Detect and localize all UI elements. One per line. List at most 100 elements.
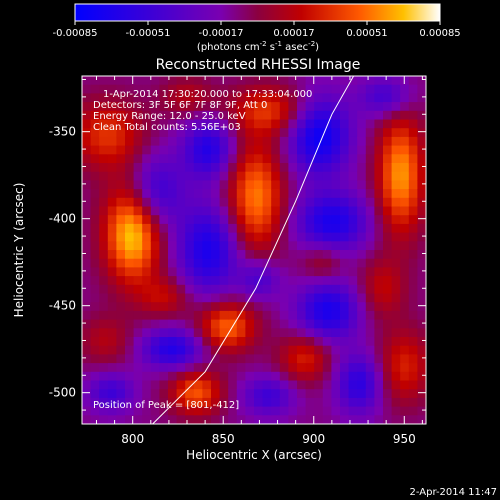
heatmap-cell bbox=[279, 93, 289, 103]
heatmap-cell bbox=[176, 206, 186, 216]
heatmap-cell bbox=[202, 397, 212, 408]
heatmap-cell bbox=[211, 232, 221, 242]
heatmap-cell bbox=[279, 128, 289, 138]
heatmap-cell bbox=[254, 389, 264, 399]
heatmap-cell bbox=[357, 119, 367, 129]
heatmap-cell bbox=[82, 337, 92, 347]
heatmap-cell bbox=[348, 206, 358, 216]
heatmap-cell bbox=[322, 302, 332, 312]
heatmap-cell bbox=[365, 119, 375, 129]
heatmap-cell bbox=[228, 145, 238, 155]
heatmap-cell bbox=[107, 276, 117, 286]
heatmap-cell bbox=[107, 102, 117, 112]
heatmap-cell bbox=[297, 397, 307, 408]
heatmap-cell bbox=[271, 389, 281, 399]
heatmap-cell bbox=[400, 223, 410, 234]
heatmap-cell bbox=[82, 258, 92, 268]
heatmap-cell bbox=[99, 136, 109, 147]
heatmap-cell bbox=[254, 215, 264, 225]
heatmap-cell bbox=[245, 337, 255, 347]
heatmap-cell bbox=[82, 397, 92, 408]
heatmap-cell bbox=[357, 76, 367, 86]
heatmap-cell bbox=[193, 406, 203, 416]
heatmap-cell bbox=[305, 76, 315, 86]
heatmap-cell bbox=[168, 276, 178, 286]
heatmap-cell bbox=[340, 163, 350, 173]
heatmap-cell bbox=[254, 363, 264, 373]
heatmap-cell bbox=[322, 180, 332, 190]
heatmap-cell bbox=[297, 345, 307, 355]
heatmap-cell bbox=[331, 354, 341, 364]
heatmap-cell bbox=[150, 293, 160, 303]
heatmap-cell bbox=[211, 93, 221, 103]
heatmap-cell bbox=[133, 197, 143, 208]
heatmap-cell bbox=[219, 276, 229, 286]
heatmap-cell bbox=[99, 328, 109, 338]
heatmap-cell bbox=[125, 276, 135, 286]
heatmap-cell bbox=[168, 250, 178, 260]
heatmap-cell bbox=[279, 250, 289, 260]
heatmap-cell bbox=[331, 406, 341, 416]
heatmap-cell bbox=[391, 128, 401, 138]
heatmap-cell bbox=[297, 102, 307, 112]
heatmap-cell bbox=[271, 84, 281, 94]
heatmap-cell bbox=[288, 371, 298, 382]
heatmap-cell bbox=[82, 154, 92, 164]
heatmap-cell bbox=[340, 189, 350, 199]
heatmap-cell bbox=[116, 128, 126, 138]
heatmap-cell bbox=[408, 302, 418, 312]
heatmap-cell bbox=[365, 154, 375, 164]
heatmap-cell bbox=[185, 76, 195, 86]
heatmap-cell bbox=[314, 93, 324, 103]
heatmap-cell bbox=[305, 345, 315, 355]
heatmap-cell bbox=[236, 197, 246, 208]
heatmap-cell bbox=[271, 197, 281, 208]
heatmap-cell bbox=[391, 84, 401, 94]
heatmap-cell bbox=[202, 371, 212, 382]
heatmap-cell bbox=[90, 302, 100, 312]
heatmap-cell bbox=[168, 84, 178, 94]
heatmap-cell bbox=[176, 258, 186, 268]
heatmap-cell bbox=[262, 415, 272, 424]
heatmap-cell bbox=[288, 345, 298, 355]
heatmap-cell bbox=[262, 276, 272, 286]
heatmap-cell bbox=[245, 380, 255, 390]
heatmap-cell bbox=[365, 102, 375, 112]
heatmap-cell bbox=[305, 293, 315, 303]
heatmap-cell bbox=[254, 250, 264, 260]
heatmap-cell bbox=[262, 163, 272, 173]
heatmap-cell bbox=[374, 163, 384, 173]
heatmap-cell bbox=[254, 345, 264, 355]
heatmap-cell bbox=[271, 241, 281, 251]
heatmap-cell bbox=[159, 397, 169, 408]
heatmap-cell bbox=[262, 337, 272, 347]
heatmap-cell bbox=[236, 232, 246, 242]
heatmap-cell bbox=[271, 310, 281, 321]
heatmap-cell bbox=[279, 154, 289, 164]
heatmap-cell bbox=[159, 363, 169, 373]
heatmap-cell bbox=[202, 136, 212, 147]
heatmap-cell bbox=[262, 232, 272, 242]
heatmap-cell bbox=[279, 189, 289, 199]
heatmap-cell bbox=[297, 284, 307, 295]
heatmap-cell bbox=[176, 267, 186, 277]
heatmap-cell bbox=[82, 145, 92, 155]
heatmap-cell bbox=[417, 189, 426, 199]
heatmap-cell bbox=[193, 128, 203, 138]
heatmap-cell bbox=[374, 415, 384, 424]
heatmap-cell bbox=[374, 223, 384, 234]
heatmap-cell bbox=[365, 76, 375, 86]
heatmap-cell bbox=[133, 189, 143, 199]
heatmap-cell bbox=[340, 371, 350, 382]
heatmap-cell bbox=[142, 310, 152, 321]
heatmap-cell bbox=[116, 250, 126, 260]
heatmap-cell bbox=[340, 76, 350, 86]
heatmap-cell bbox=[99, 397, 109, 408]
heatmap-cell bbox=[357, 276, 367, 286]
heatmap-cell bbox=[168, 189, 178, 199]
heatmap-cell bbox=[383, 310, 393, 321]
heatmap-cell bbox=[142, 76, 152, 86]
heatmap-cell bbox=[193, 397, 203, 408]
heatmap-cell bbox=[193, 154, 203, 164]
heatmap-cell bbox=[211, 397, 221, 408]
